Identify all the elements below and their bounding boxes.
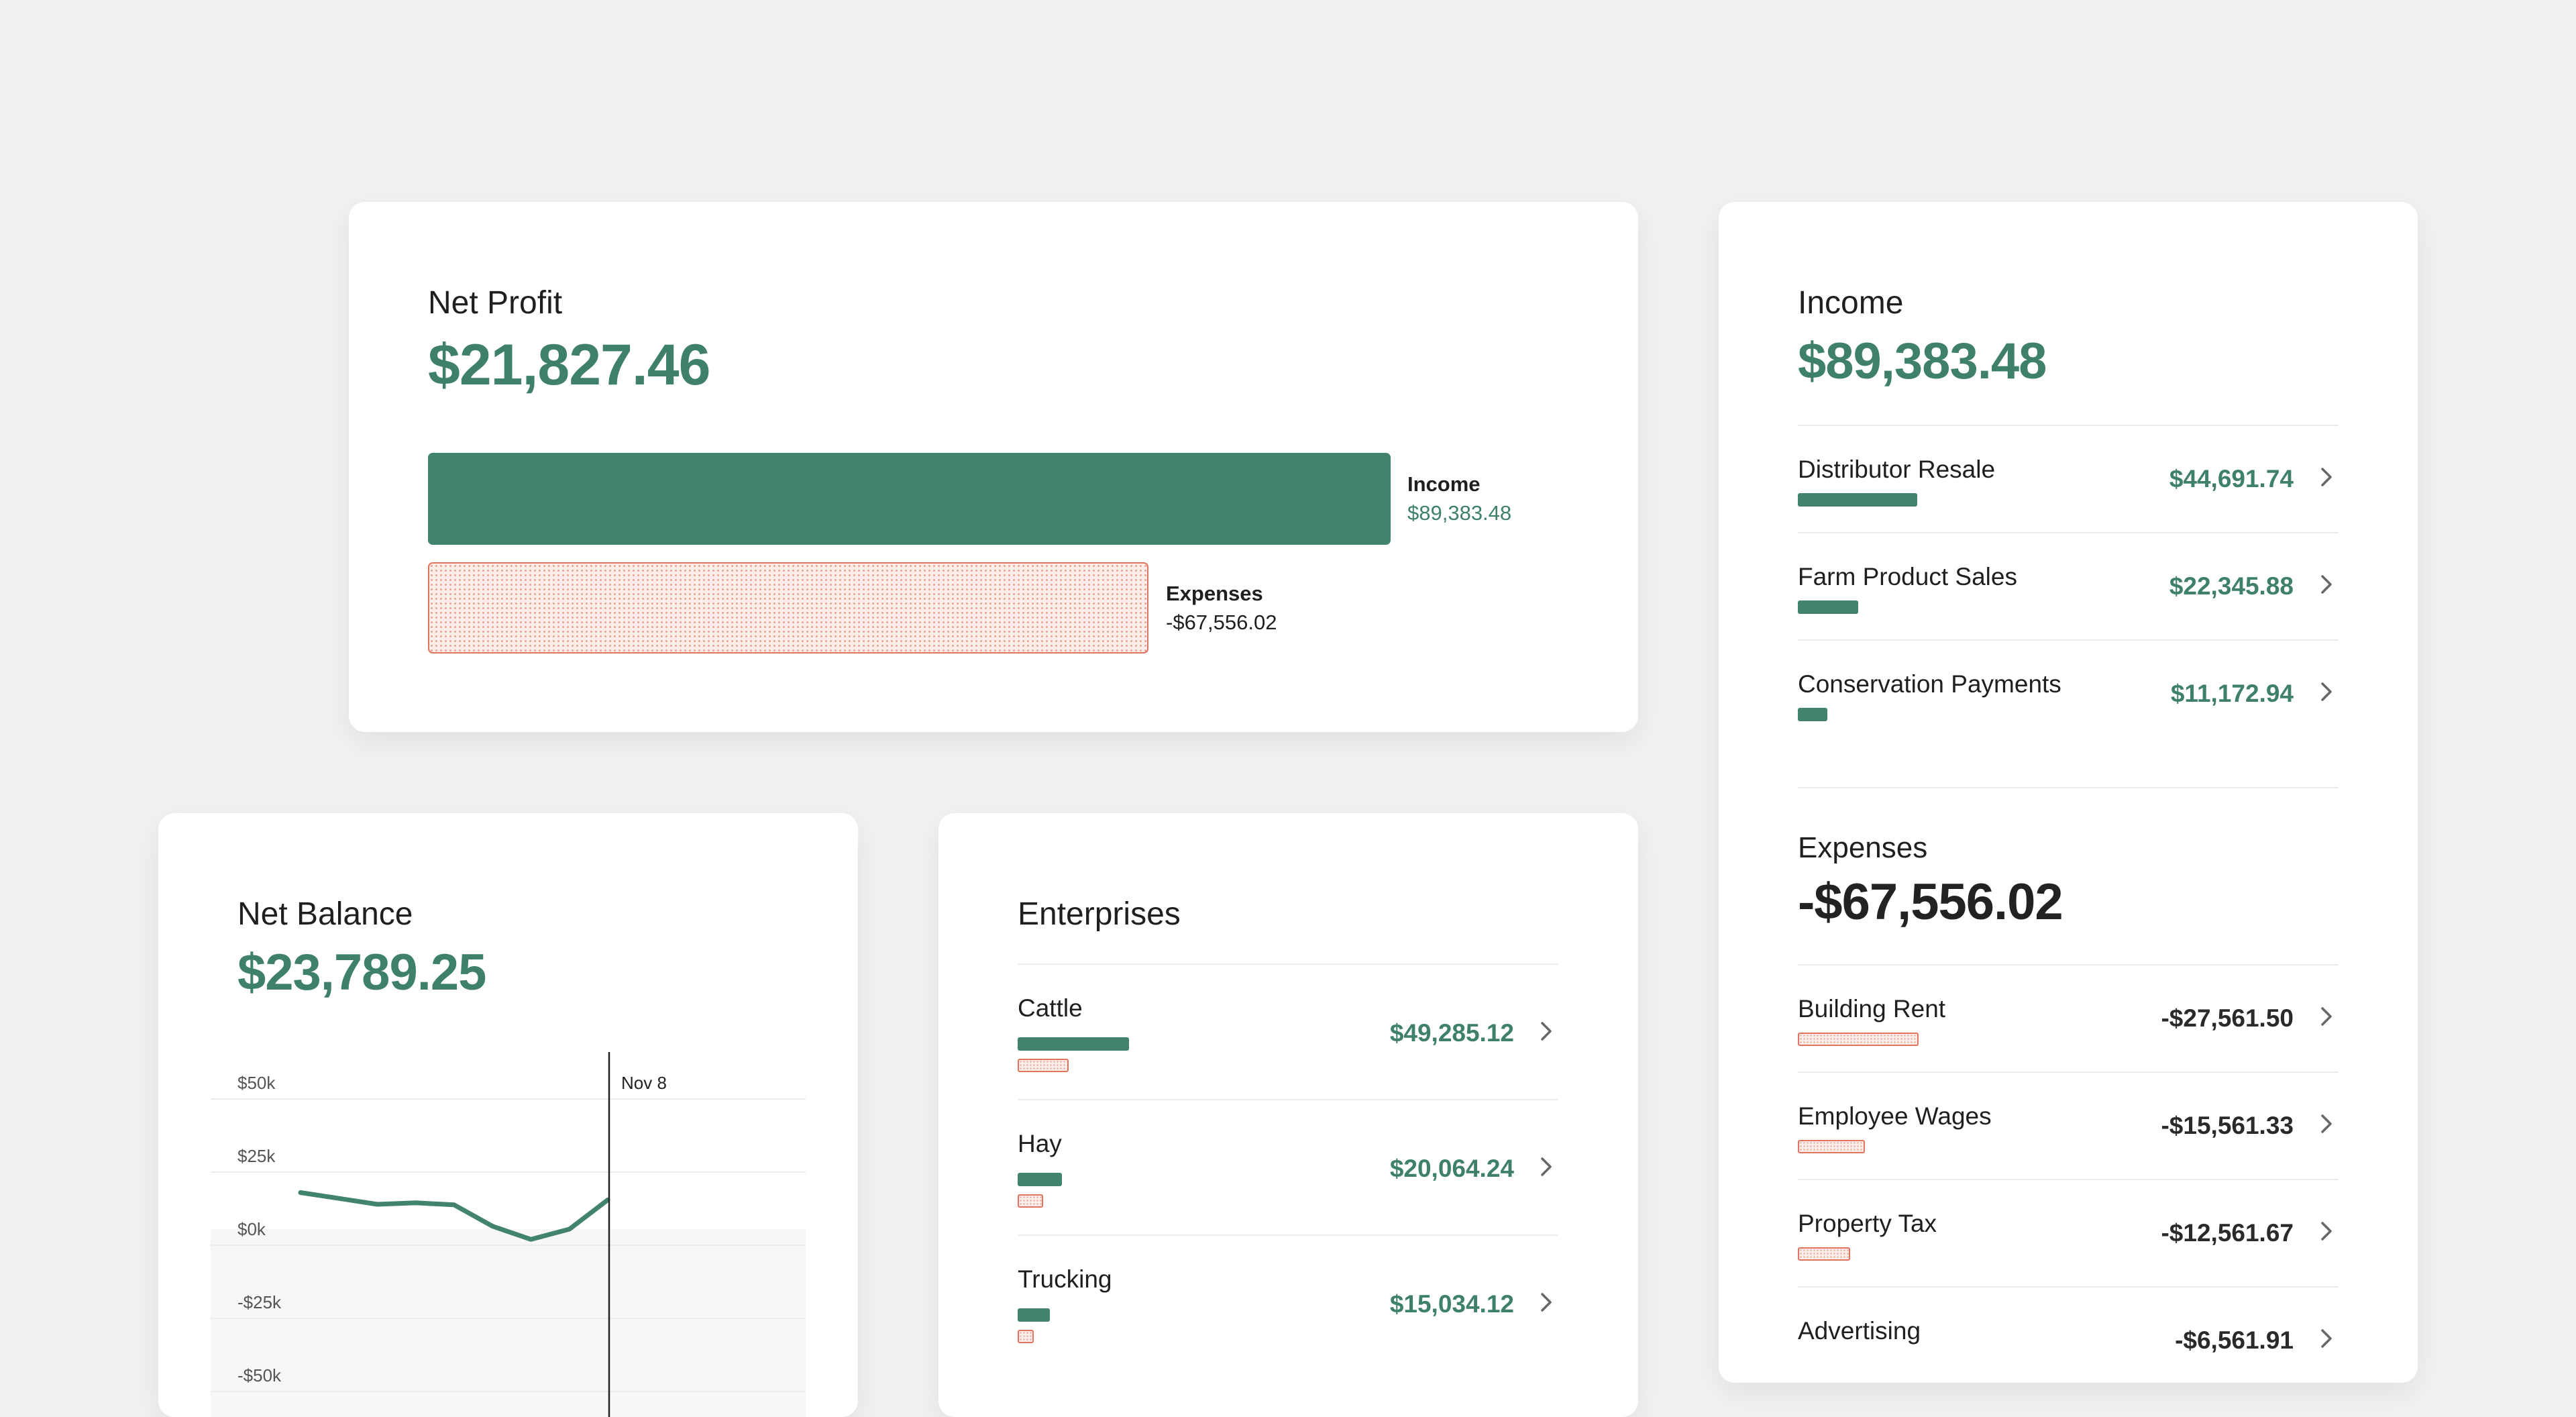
net-profit-card: Net Profit $21,827.46 Income $89,383.48 …: [349, 202, 1638, 732]
expense-bar-value: -$67,556.02: [1166, 611, 1277, 634]
chevron-right-icon[interactable]: [2314, 1219, 2339, 1243]
expense-item-label: Employee Wages: [1798, 1102, 1992, 1130]
income-item-bar: [1798, 600, 1858, 614]
chevron-right-icon[interactable]: [2314, 465, 2339, 489]
enterprise-item-value: $49,285.12: [1389, 1019, 1514, 1047]
chevron-right-icon[interactable]: [2314, 572, 2339, 596]
expense-item-label: Advertising: [1798, 1317, 1921, 1345]
divider: [1798, 425, 2339, 426]
expense-bar[interactable]: [428, 562, 1148, 653]
income-bar[interactable]: [428, 453, 1391, 545]
enterprise-item-label: Cattle: [1018, 994, 1083, 1022]
net-balance-title: Net Balance: [237, 896, 413, 932]
enterprise-item-value: $15,034.12: [1389, 1290, 1514, 1318]
divider: [1798, 532, 2339, 533]
net-balance-card: Net Balance $23,789.25 $50k $25k $0k -$25k -…: [158, 813, 858, 1417]
expense-item-value: -$12,561.67: [2161, 1219, 2294, 1247]
chevron-right-icon[interactable]: [1534, 1155, 1558, 1179]
income-item-label: Farm Product Sales: [1798, 563, 2017, 590]
income-item-value: $11,172.94: [2170, 680, 2294, 707]
expense-item-bar: [1798, 1033, 1919, 1046]
y-tick-label: $0k: [237, 1219, 266, 1239]
net-balance-amount: $23,789.25: [237, 944, 486, 1001]
income-expenses-card: Income $89,383.48 Distributor Resale $44…: [1719, 202, 2418, 1383]
enterprise-income-bar: [1018, 1037, 1129, 1051]
income-item-label: Conservation Payments: [1798, 670, 2061, 698]
net-balance-chart[interactable]: $50k $25k $0k -$25k -$50k Nov 8: [158, 813, 858, 1417]
chevron-right-icon[interactable]: [2314, 1326, 2339, 1351]
expense-item-label: Building Rent: [1798, 995, 1946, 1022]
enterprise-income-bar: [1018, 1308, 1050, 1322]
expense-bar-label: Expenses: [1166, 582, 1263, 605]
expense-item-bar: [1798, 1247, 1850, 1261]
expense-item-value: -$6,561.91: [2175, 1326, 2294, 1354]
divider: [1018, 1099, 1558, 1100]
chevron-right-icon[interactable]: [1534, 1290, 1558, 1314]
divider: [1798, 639, 2339, 641]
net-profit-amount: $21,827.46: [428, 333, 710, 397]
enterprise-item-label: Hay: [1018, 1130, 1062, 1157]
expense-item-bar: [1798, 1140, 1865, 1153]
divider: [1798, 964, 2339, 965]
enterprise-item-value: $20,064.24: [1389, 1155, 1514, 1182]
expense-item-value: -$27,561.50: [2161, 1004, 2294, 1032]
chevron-right-icon[interactable]: [2314, 1004, 2339, 1029]
enterprise-item-label: Trucking: [1018, 1265, 1112, 1293]
y-tick-label: $25k: [237, 1146, 276, 1166]
expenses-title: Expenses: [1798, 831, 1928, 864]
y-tick-label: -$50k: [237, 1365, 282, 1385]
income-bar-label: Income: [1407, 472, 1481, 496]
enterprise-expense-bar: [1018, 1194, 1043, 1208]
expense-item-value: -$15,561.33: [2161, 1112, 2294, 1139]
chevron-right-icon[interactable]: [2314, 680, 2339, 704]
expenses-amount: -$67,556.02: [1798, 874, 2063, 931]
income-item-value: $44,691.74: [2169, 465, 2294, 492]
balance-series-line: [298, 1190, 610, 1242]
date-marker-label: Nov 8: [621, 1073, 667, 1093]
income-title: Income: [1798, 285, 1904, 321]
net-profit-title: Net Profit: [428, 285, 563, 321]
divider: [1798, 1179, 2339, 1180]
negative-region: [211, 1229, 806, 1417]
income-item-value: $22,345.88: [2169, 572, 2294, 600]
income-item-bar: [1798, 493, 1917, 507]
income-amount: $89,383.48: [1798, 333, 2047, 390]
chevron-right-icon[interactable]: [2314, 1112, 2339, 1136]
enterprise-income-bar: [1018, 1173, 1062, 1186]
income-bar-value: $89,383.48: [1407, 501, 1512, 525]
income-item-label: Distributor Resale: [1798, 456, 1996, 483]
divider: [1798, 787, 2339, 788]
divider: [1798, 1071, 2339, 1073]
enterprise-expense-bar: [1018, 1059, 1069, 1072]
divider: [1018, 963, 1558, 965]
enterprises-title: Enterprises: [1018, 896, 1181, 932]
chevron-right-icon[interactable]: [1534, 1019, 1558, 1043]
expense-item-label: Property Tax: [1798, 1210, 1937, 1237]
divider: [1798, 1286, 2339, 1288]
divider: [1018, 1235, 1558, 1236]
enterprises-card: Enterprises Cattle $49,285.12 Hay $20,06…: [938, 813, 1638, 1417]
y-tick-label: -$25k: [237, 1292, 282, 1312]
income-item-bar: [1798, 708, 1827, 721]
enterprise-expense-bar: [1018, 1330, 1034, 1343]
y-tick-label: $50k: [237, 1073, 276, 1093]
